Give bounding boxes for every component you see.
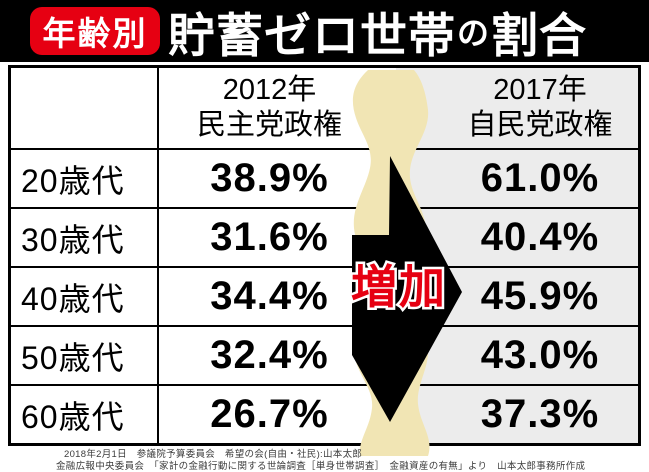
header-cell-2012: 2012年 民主党政権 (159, 68, 380, 148)
row-value-2017: 37.3% (380, 384, 638, 443)
title-bar: 年齢別 貯蓄ゼロ世帯の割合 (0, 0, 649, 62)
footer-source-note: 金融広報中央委員会 「家計の金融行動に関する世論調査［単身世帯調査］ 金融資産の… (56, 461, 586, 472)
page-title-particle: の (457, 15, 490, 51)
row-age-label: 50歳代 (11, 325, 159, 384)
value-2012: 34.4% (210, 274, 329, 318)
header-2012-year: 2012年 (222, 73, 317, 106)
row-value-2017: 40.4% (380, 207, 638, 266)
row-age-label: 30歳代 (11, 207, 159, 266)
header-cell-empty (11, 68, 159, 148)
value-2017: 37.3% (480, 392, 600, 436)
value-2012: 31.6% (210, 215, 329, 259)
header-2017-government: 自民党政権 (467, 109, 613, 141)
value-2017: 45.9% (480, 274, 600, 318)
row-value-2012: 32.4% (159, 325, 380, 384)
row-value-2012: 26.7% (159, 384, 380, 443)
header-2017-year: 2017年 (493, 73, 587, 106)
table-grid: 2012年 民主党政権 2017年 自民党政権 20歳代 38.9% 61.0%… (11, 68, 638, 443)
footer-session-note: 2018年2月1日 参議院予算委員会 希望の会(自由・社民):山本太郎 (64, 449, 363, 460)
row-value-2012: 38.9% (159, 148, 380, 207)
row-age-label: 20歳代 (11, 148, 159, 207)
row-value-2012: 34.4% (159, 266, 380, 325)
value-2012: 38.9% (210, 156, 329, 200)
page-title-main: 貯蓄ゼロ世帯 (168, 8, 456, 62)
age-category-badge-label: 年齢別 (42, 15, 148, 52)
row-age-label: 60歳代 (11, 384, 159, 443)
value-2017: 61.0% (480, 156, 600, 200)
value-2017: 40.4% (480, 215, 600, 259)
header-2012-government: 民主党政権 (196, 109, 342, 141)
increase-arrow (352, 156, 462, 422)
row-value-2017: 43.0% (380, 325, 638, 384)
row-value-2012: 31.6% (159, 207, 380, 266)
age-category-badge: 年齢別 (30, 7, 160, 55)
page-title-tail: 割合 (490, 8, 587, 62)
row-age-label: 40歳代 (11, 266, 159, 325)
value-2017: 43.0% (480, 333, 600, 377)
increase-arrow-label: 増加 (351, 261, 447, 313)
page-title: 貯蓄ゼロ世帯の割合 (168, 0, 587, 62)
value-2012: 32.4% (210, 333, 329, 377)
row-value-2017: 61.0% (380, 148, 638, 207)
row-value-2017: 45.9% (380, 266, 638, 325)
value-2012: 26.7% (210, 392, 329, 436)
header-cell-2017: 2017年 自民党政権 (380, 68, 638, 148)
